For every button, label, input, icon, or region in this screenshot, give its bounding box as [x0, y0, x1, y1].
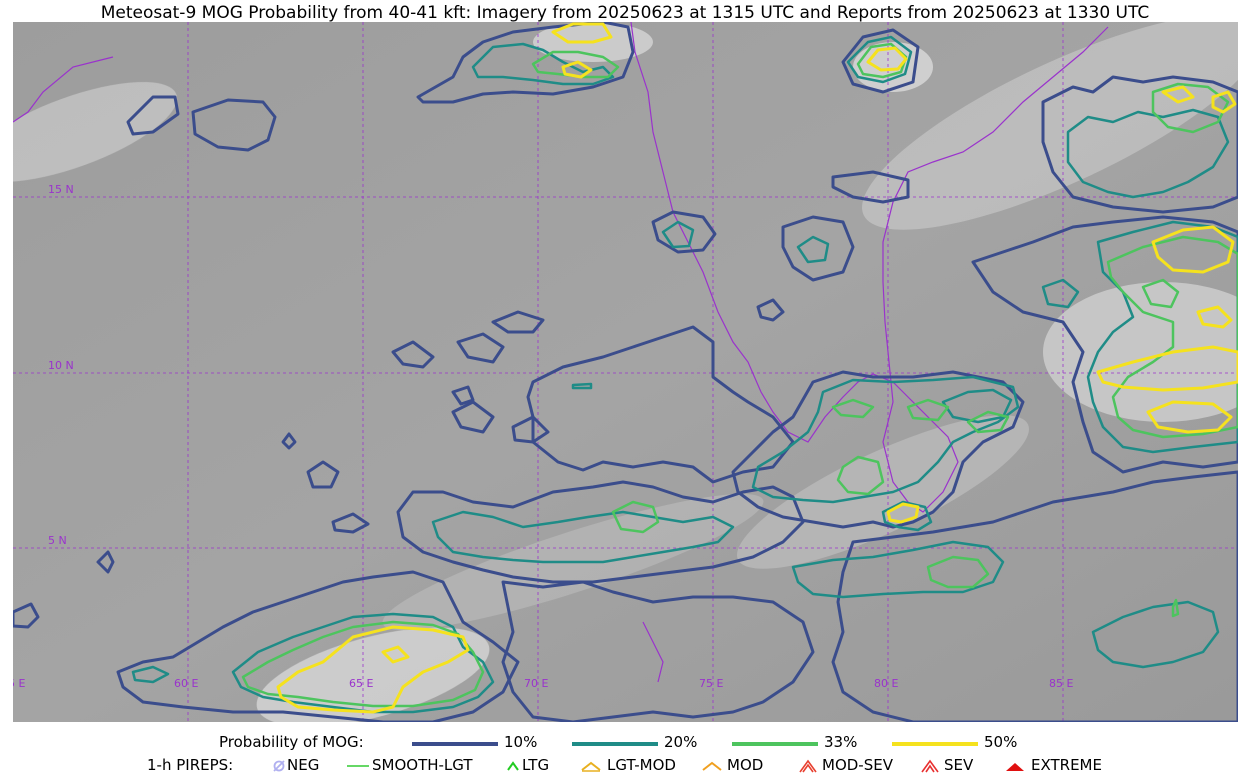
pirep-label-mod-sev: MOD-SEV — [822, 756, 893, 774]
lon-label-60e: 60 E — [174, 677, 198, 690]
pirep-label-neg: NEG — [287, 756, 320, 774]
contour-33pct — [241, 42, 1238, 708]
lon-label-70e: 70 E — [524, 677, 548, 690]
lat-label-5n: 5 N — [48, 534, 67, 547]
legend-label-10pct: 10% — [504, 733, 538, 751]
pirep-label-smooth-lgt: SMOOTH-LGT — [372, 756, 473, 774]
lon-label-65e: 65 E — [349, 677, 373, 690]
pirep-label-mod: MOD — [727, 756, 764, 774]
sev-icon — [921, 759, 939, 773]
lat-lon-grid — [13, 22, 1238, 722]
legend-label-33pct: 33% — [824, 733, 858, 751]
legend-label-50pct: 50% — [984, 733, 1018, 751]
mod-icon — [702, 761, 722, 771]
swatch-10pct — [412, 742, 498, 746]
swatch-20pct — [572, 742, 658, 746]
lat-label-10n: 10 N — [48, 359, 74, 372]
lgt-mod-icon — [581, 761, 601, 772]
pirep-legend-title: 1-h PIREPS: — [147, 756, 234, 774]
swatch-50pct — [892, 742, 978, 746]
legend-label-20pct: 20% — [664, 733, 698, 751]
probability-legend-title: Probability of MOG: — [219, 733, 364, 751]
coastline — [13, 22, 1109, 683]
lat-label-15n: 15 N — [48, 183, 74, 196]
pirep-label-extreme: EXTREME — [1031, 756, 1102, 774]
contour-50pct — [276, 22, 1238, 714]
contour-10pct — [13, 22, 1238, 722]
pirep-label-sev: SEV — [944, 756, 974, 774]
lon-label-75e: 75 E — [699, 677, 723, 690]
swatch-33pct — [732, 742, 818, 746]
grid-labels: 15 N 10 N 5 N 55 E 60 E 65 E 70 E 75 E 8… — [13, 183, 1073, 690]
lon-label-55e: 55 E — [13, 677, 25, 690]
mod-sev-icon — [799, 759, 817, 773]
neg-icon — [273, 760, 285, 772]
smooth-lgt-icon — [347, 765, 369, 767]
extreme-icon — [1006, 763, 1024, 771]
probability-legend: Probability of MOG: 10% 20% 33% 50% — [0, 733, 1250, 753]
page-title: Meteosat-9 MOG Probability from 40-41 kf… — [100, 3, 1150, 23]
pirep-label-ltg: LTG — [522, 756, 550, 774]
satellite-map: 15 N 10 N 5 N 55 E 60 E 65 E 70 E 75 E 8… — [13, 22, 1238, 722]
pirep-legend: 1-h PIREPS: NEG SMOOTH-LGT LTG LGT-MOD M… — [0, 756, 1250, 776]
lon-label-80e: 80 E — [874, 677, 898, 690]
ltg-icon — [507, 761, 519, 771]
pirep-label-lgt-mod: LGT-MOD — [607, 756, 676, 774]
map-canvas: 15 N 10 N 5 N 55 E 60 E 65 E 70 E 75 E 8… — [13, 22, 1238, 722]
lon-label-85e: 85 E — [1049, 677, 1073, 690]
